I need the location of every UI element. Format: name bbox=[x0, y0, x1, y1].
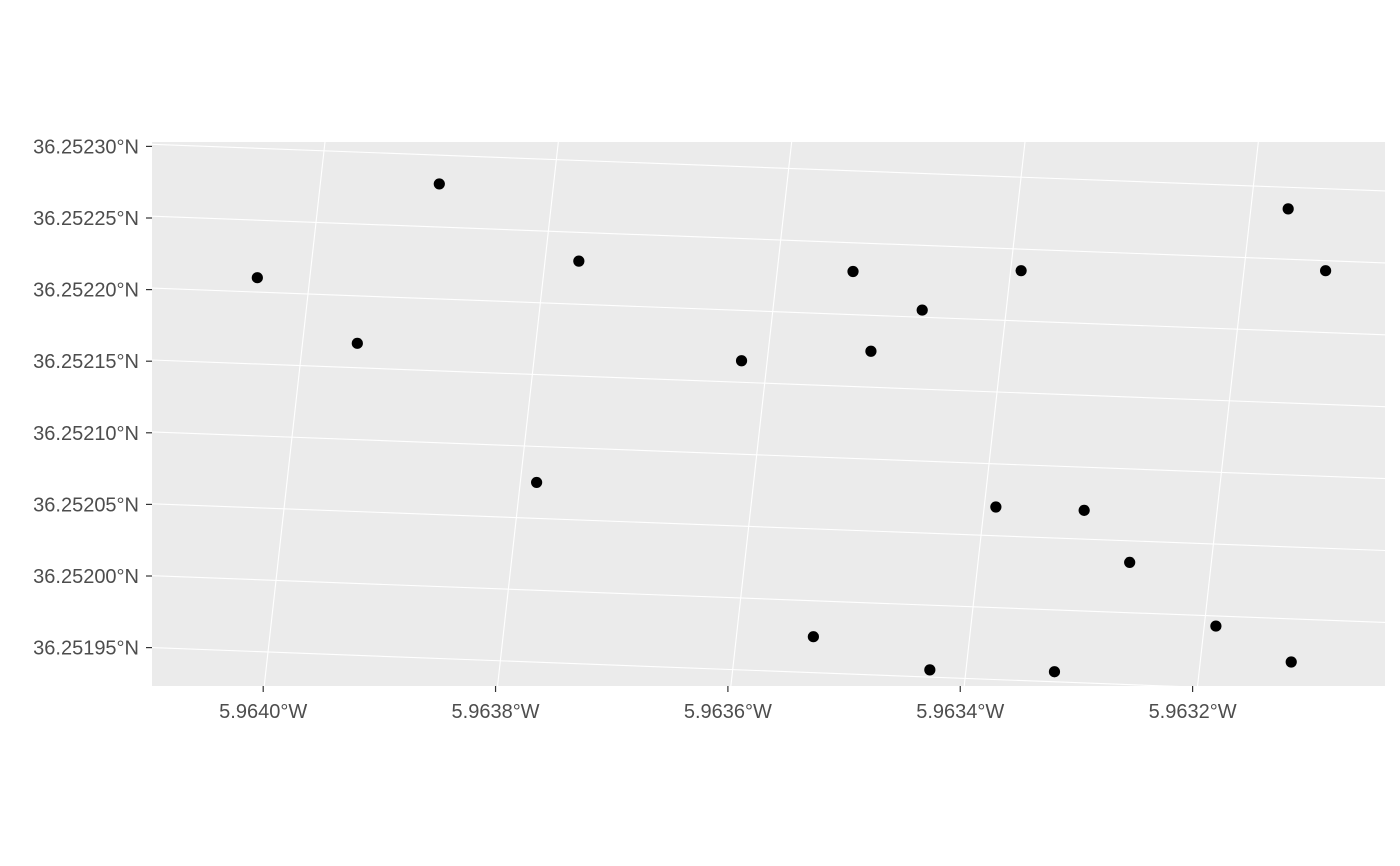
x-axis: 5.9640°W 5.9638°W 5.9636°W 5.9634°W 5.9632°W bbox=[219, 686, 1237, 723]
meridian-line bbox=[1196, 142, 1259, 686]
data-point bbox=[531, 476, 543, 489]
data-point bbox=[573, 255, 585, 267]
x-tick-label: 5.9636°W bbox=[684, 701, 772, 723]
data-point bbox=[251, 272, 263, 284]
parallel-line bbox=[152, 143, 1385, 192]
y-axis: 36.25230°N 36.25225°N 36.25220°N 36.25215°N… bbox=[33, 136, 152, 660]
data-point bbox=[735, 355, 748, 367]
x-tick-label: 5.9634°W bbox=[916, 701, 1004, 723]
parallel-line bbox=[152, 431, 1385, 480]
meridian-line bbox=[730, 142, 793, 686]
data-point bbox=[1320, 265, 1332, 277]
parallel-line bbox=[152, 287, 1385, 336]
data-point bbox=[1015, 265, 1027, 277]
y-tick-label: 36.25225°N bbox=[33, 208, 139, 230]
data-point bbox=[924, 664, 936, 676]
graticule bbox=[152, 142, 1385, 686]
parallel-line bbox=[152, 215, 1385, 264]
y-tick-label: 36.25220°N bbox=[33, 280, 139, 302]
x-tick-label: 5.9640°W bbox=[219, 701, 307, 723]
data-point bbox=[1285, 656, 1297, 668]
data-point bbox=[990, 501, 1002, 513]
meridian-line bbox=[263, 142, 326, 686]
data-point bbox=[847, 265, 859, 278]
parallel-line bbox=[152, 575, 1385, 623]
point-layer bbox=[251, 178, 1333, 715]
y-tick-label: 36.25230°N bbox=[33, 136, 139, 158]
data-point bbox=[1124, 556, 1136, 569]
y-tick-label: 36.25205°N bbox=[33, 494, 139, 516]
data-point bbox=[1210, 620, 1222, 632]
data-point bbox=[1322, 704, 1333, 715]
parallel-line bbox=[152, 647, 1181, 686]
data-point bbox=[807, 631, 819, 643]
y-tick-label: 36.25210°N bbox=[33, 423, 139, 445]
plot-panel bbox=[152, 142, 1385, 686]
data-point bbox=[1078, 504, 1090, 516]
y-tick-label: 36.25215°N bbox=[33, 351, 139, 373]
data-point bbox=[865, 345, 877, 357]
meridian-line bbox=[496, 142, 559, 686]
parallel-line bbox=[152, 503, 1385, 552]
y-tick-label: 36.25195°N bbox=[33, 638, 139, 660]
parallel-line bbox=[152, 359, 1385, 408]
meridian-line bbox=[963, 142, 1026, 686]
x-tick-label: 5.9638°W bbox=[452, 701, 540, 723]
data-point bbox=[351, 337, 363, 349]
x-tick-label: 5.9632°W bbox=[1149, 701, 1237, 723]
data-point bbox=[916, 304, 928, 316]
data-point bbox=[1048, 666, 1061, 678]
data-point bbox=[1282, 203, 1294, 215]
data-point bbox=[433, 178, 445, 190]
y-tick-label: 36.25200°N bbox=[33, 566, 139, 588]
